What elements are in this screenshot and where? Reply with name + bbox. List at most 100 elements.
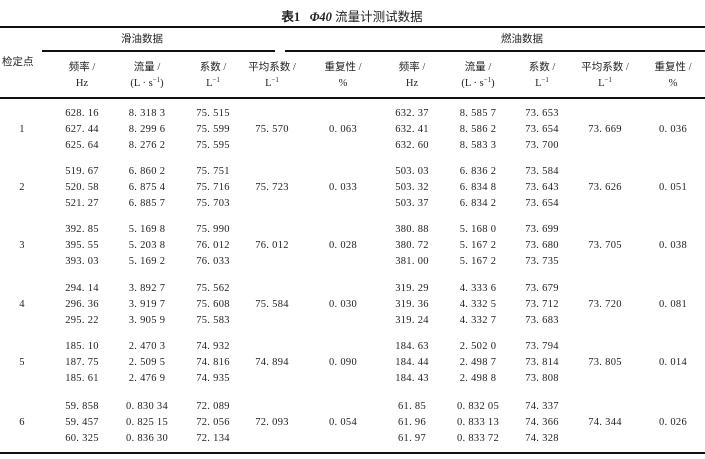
cell-lube-flow: 3. 919 7 <box>128 299 166 310</box>
cell-fuel-flow: 5. 168 0 <box>459 224 497 235</box>
cell-fuel-freq: 184. 63 <box>395 341 429 352</box>
column-header-unit: % <box>339 76 348 92</box>
cell-lube-rep: 0. 090 <box>328 357 358 368</box>
cell-lube-flow: 3. 905 9 <box>128 315 166 326</box>
cell-fuel-flow: 2. 498 7 <box>459 357 497 368</box>
cell-fuel-flow: 6. 834 8 <box>459 182 497 193</box>
cell-lube-coef: 75. 751 <box>196 166 230 177</box>
cell-lube-freq: 521. 27 <box>65 198 99 209</box>
cell-lube-coef: 72. 089 <box>196 401 230 412</box>
cell-lube-coef: 75. 595 <box>196 140 230 151</box>
cell-fuel-flow: 2. 502 0 <box>459 341 497 352</box>
cell-lube-freq: 520. 58 <box>65 182 99 193</box>
column-header-unit: L−1 <box>206 76 220 92</box>
cell-fuel-flow: 6. 834 2 <box>459 198 497 209</box>
unit-text: L <box>535 78 542 89</box>
unit-close: ) <box>491 78 495 89</box>
column-header-line1: 平均系数 / <box>581 62 629 73</box>
check-point-number: 6 <box>19 417 25 428</box>
cell-lube-freq: 185. 61 <box>65 373 99 384</box>
column-header-unit: Hz <box>76 76 88 92</box>
cell-fuel-flow: 2. 498 8 <box>459 373 497 384</box>
cell-lube-coef: 76. 033 <box>196 256 230 267</box>
cell-fuel-coef: 73. 654 <box>525 198 559 209</box>
check-point-number: 5 <box>19 357 25 368</box>
unit-text: Hz <box>75 78 89 89</box>
cell-lube-rep: 0. 054 <box>328 417 358 428</box>
cell-fuel-coef: 73. 653 <box>525 108 559 119</box>
cell-lube-freq: 628. 16 <box>65 108 99 119</box>
cell-fuel-coef: 73. 643 <box>525 182 559 193</box>
unit-close: ) <box>160 78 164 89</box>
cell-fuel-rep: 0. 051 <box>658 182 688 193</box>
column-header-line1: 频率 / <box>68 62 96 73</box>
cell-fuel-coef: 73. 683 <box>525 315 559 326</box>
column-header-line1: 系数 / <box>199 62 227 73</box>
column-header-line1: 重复性 / <box>654 62 692 73</box>
column-header-line1: 重复性 / <box>324 62 362 73</box>
unit-exponent: −1 <box>271 76 279 84</box>
cell-fuel-freq: 632. 41 <box>395 124 429 135</box>
unit-text: L <box>265 78 272 89</box>
cell-lube-flow: 8. 299 6 <box>128 124 166 135</box>
column-header-unit: (L · s−1) <box>461 76 494 92</box>
cell-fuel-flow: 8. 586 2 <box>459 124 497 135</box>
column-header-line1: 流量 / <box>464 62 492 73</box>
cell-lube-freq: 60. 325 <box>65 433 99 444</box>
cell-fuel-freq: 632. 60 <box>395 140 429 151</box>
cell-fuel-freq: 503. 37 <box>395 198 429 209</box>
cell-lube-coef: 75. 716 <box>196 182 230 193</box>
cell-fuel-freq: 319. 36 <box>395 299 429 310</box>
unit-exponent: −1 <box>152 76 161 84</box>
cell-lube-rep: 0. 030 <box>328 299 358 310</box>
caption-label: 表1 <box>281 10 301 24</box>
cell-fuel-coef: 74. 366 <box>525 417 559 428</box>
check-point-number: 2 <box>19 182 25 193</box>
cell-fuel-freq: 381. 00 <box>395 256 429 267</box>
column-header-line1: 平均系数 / <box>248 62 296 73</box>
cell-fuel-flow: 5. 167 2 <box>459 256 497 267</box>
cell-lube-flow: 2. 509 5 <box>128 357 166 368</box>
cell-lube-freq: 627. 44 <box>65 124 99 135</box>
column-header-unit: (L · s−1) <box>130 76 163 92</box>
cell-fuel-flow: 0. 832 05 <box>456 401 500 412</box>
cell-lube-flow: 5. 203 8 <box>128 240 166 251</box>
check-point-number: 1 <box>19 124 25 135</box>
cell-fuel-flow: 5. 167 2 <box>459 240 497 251</box>
column-header-unit: Hz <box>406 76 418 92</box>
header-check-point: 检定点 <box>2 57 34 68</box>
cell-fuel-flow: 0. 833 72 <box>456 433 500 444</box>
column-header-unit: % <box>669 76 678 92</box>
cell-lube-coef: 76. 012 <box>196 240 230 251</box>
cell-fuel-coef: 73. 794 <box>525 341 559 352</box>
group-rule-lube <box>42 50 275 52</box>
cell-fuel-avg: 73. 805 <box>588 357 622 368</box>
cell-lube-flow: 5. 169 8 <box>128 224 166 235</box>
cell-fuel-coef: 74. 337 <box>525 401 559 412</box>
cell-lube-rep: 0. 033 <box>328 182 358 193</box>
cell-fuel-rep: 0. 014 <box>658 357 688 368</box>
cell-fuel-avg: 73. 626 <box>588 182 622 193</box>
cell-lube-avg: 75. 570 <box>255 124 289 135</box>
cell-lube-coef: 74. 932 <box>196 341 230 352</box>
cell-lube-freq: 519. 67 <box>65 166 99 177</box>
cell-lube-freq: 393. 03 <box>65 256 99 267</box>
cell-lube-flow: 0. 836 30 <box>125 433 169 444</box>
cell-lube-avg: 76. 012 <box>255 240 289 251</box>
cell-fuel-freq: 184. 43 <box>395 373 429 384</box>
cell-fuel-coef: 74. 328 <box>525 433 559 444</box>
cell-lube-freq: 395. 55 <box>65 240 99 251</box>
cell-fuel-flow: 4. 332 7 <box>459 315 497 326</box>
cell-fuel-flow: 0. 833 13 <box>456 417 500 428</box>
cell-lube-flow: 2. 470 3 <box>128 341 166 352</box>
cell-fuel-flow: 8. 583 3 <box>459 140 497 151</box>
cell-lube-avg: 75. 723 <box>255 182 289 193</box>
cell-lube-flow: 0. 830 34 <box>125 401 169 412</box>
header-rule <box>0 97 705 99</box>
cell-lube-avg: 72. 093 <box>255 417 289 428</box>
cell-fuel-freq: 319. 29 <box>395 283 429 294</box>
cell-fuel-coef: 73. 735 <box>525 256 559 267</box>
top-rule <box>0 26 705 28</box>
unit-text: % <box>338 78 348 89</box>
column-header-line1: 频率 / <box>398 62 426 73</box>
